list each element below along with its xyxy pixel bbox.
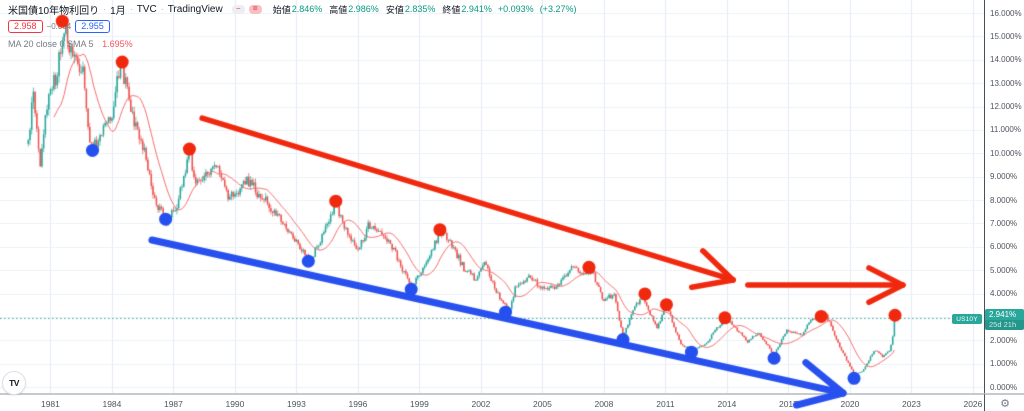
y-axis-tick: 2.000% <box>990 335 1018 345</box>
bar-countdown: 25d 21h <box>985 320 1024 330</box>
legend-rows-button[interactable]: = <box>248 4 262 14</box>
x-axis-tick: 2011 <box>656 399 675 409</box>
platform-label: TradingView <box>167 3 223 15</box>
y-axis-tick: 9.000% <box>990 172 1018 182</box>
interval-label[interactable]: 1月 <box>110 5 126 17</box>
y-axis-tick: 5.000% <box>990 265 1018 275</box>
separator-dot: · <box>160 4 164 14</box>
y-axis-tick: 8.000% <box>990 195 1018 205</box>
x-axis-tick: 2002 <box>471 399 491 409</box>
x-axis-tick: 1993 <box>286 399 306 409</box>
x-axis-tick: 1981 <box>40 399 60 409</box>
y-axis-tick: 14.000% <box>990 55 1022 65</box>
x-axis-tick: 2017 <box>778 399 798 409</box>
bid-ask-row: 2.958 −0.004 2.955 <box>8 19 576 33</box>
y-axis-tick: 7.000% <box>990 218 1018 228</box>
y-axis-tick: 16.000% <box>990 8 1022 18</box>
ma-indicator-label[interactable]: MA 20 close 0 SMA 5 <box>8 39 94 49</box>
separator-dot: · <box>129 4 133 14</box>
spread-value: −0.004 <box>46 21 72 31</box>
y-axis-tick: 10.000% <box>990 148 1022 158</box>
x-axis-tick: 1984 <box>102 399 122 409</box>
close-value: 2.941% <box>461 4 492 14</box>
gear-icon[interactable]: ⚙ <box>1000 397 1010 410</box>
open-value: 2.846% <box>291 4 323 14</box>
x-axis-tick: 1996 <box>348 399 368 409</box>
ohlc-values: 始値 2.846% 高値 2.986% 安値 2.835% 終値 2.941% … <box>273 3 577 16</box>
x-axis-tick: 2023 <box>901 399 921 409</box>
price-chart-canvas[interactable] <box>0 0 984 393</box>
y-axis-tick: 15.000% <box>990 31 1022 41</box>
sell-price-button[interactable]: 2.958 <box>8 19 43 33</box>
change-value: +0.093% <box>497 4 534 14</box>
close-label: 終値 <box>442 4 461 15</box>
indicator-row: MA 20 close 0 SMA 5 1.695% <box>8 39 576 49</box>
tradingview-logo-button[interactable]: TV <box>2 371 26 395</box>
x-axis-tick: 1999 <box>409 399 429 409</box>
y-axis-tick: 6.000% <box>990 242 1018 252</box>
separator-dot: · <box>103 4 107 14</box>
open-label: 始値 <box>272 4 291 15</box>
ma-indicator-value: 1.695% <box>102 39 133 49</box>
chart-legend: 米国債10年物利回り · 1月 · TVC · TradingView − = … <box>8 2 576 49</box>
legend-collapse-button[interactable]: − <box>231 4 245 14</box>
y-axis-tick: 4.000% <box>990 289 1018 298</box>
symbol-title[interactable]: 米国債10年物利回り <box>8 5 100 17</box>
change-percent: (+3.27%) <box>539 4 577 14</box>
high-label: 高値 <box>329 4 348 15</box>
high-value: 2.986% <box>348 4 379 14</box>
x-axis-tick: 1990 <box>225 399 245 409</box>
x-axis-tick: 2014 <box>717 399 737 409</box>
y-axis-tick: 12.000% <box>990 102 1022 111</box>
y-axis-tick: 0.000% <box>990 382 1018 392</box>
price-axis[interactable]: 16.000% 15.000% 14.000% 13.000% 12.000% 11.00… <box>984 0 1024 393</box>
low-value: 2.835% <box>404 4 436 14</box>
y-axis-tick: 1.000% <box>990 359 1018 369</box>
current-price-value: 2.941% <box>989 310 1017 319</box>
buy-price-button[interactable]: 2.955 <box>75 19 110 33</box>
low-label: 安値 <box>385 4 404 15</box>
time-axis[interactable]: 1981 1984 1987 1990 1993 1996 1999 2002 2005 2008… <box>0 393 984 411</box>
x-axis-tick: 2026 <box>963 399 983 409</box>
symbol-price-chip: US10Y <box>952 314 982 324</box>
x-axis-tick: 1987 <box>163 399 183 409</box>
x-axis-tick: 2005 <box>532 399 552 409</box>
y-axis-tick: 11.000% <box>990 125 1021 135</box>
y-axis-tick: 13.000% <box>990 78 1022 88</box>
x-axis-tick: 2008 <box>594 399 614 409</box>
exchange-label: TVC <box>136 3 157 15</box>
x-axis-tick: 2020 <box>840 399 860 409</box>
axis-settings-corner: ⚙ <box>984 393 1024 411</box>
current-price-badge: 2.941% 25d 21h <box>985 309 1024 330</box>
legend-title-row: 米国債10年物利回り · 1月 · TVC · TradingView − = … <box>8 2 577 17</box>
